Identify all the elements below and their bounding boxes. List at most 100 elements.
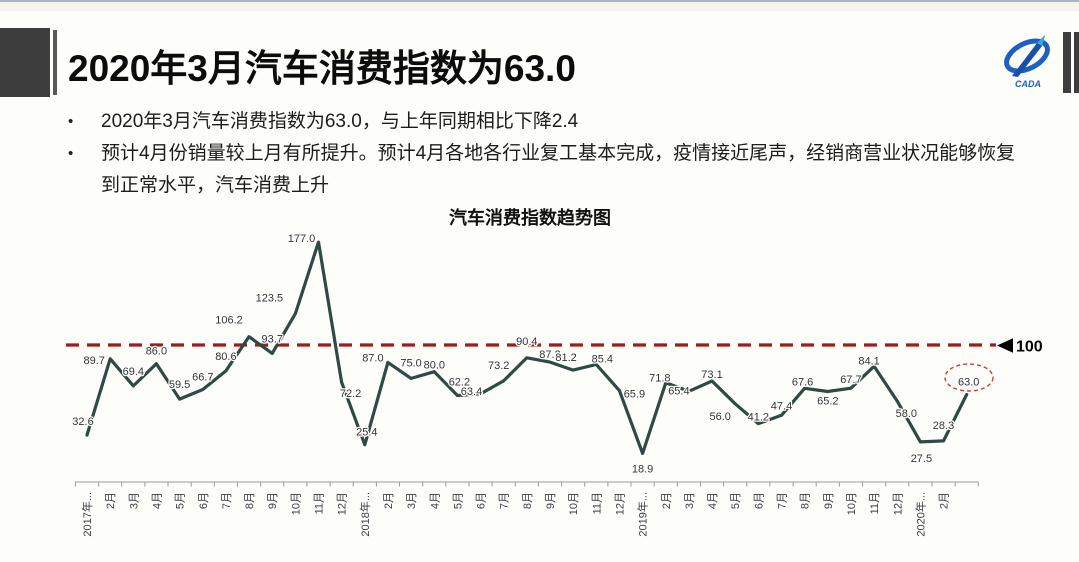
x-axis-label: 8月 <box>522 492 534 509</box>
x-axis-label: 12月 <box>614 492 626 515</box>
x-axis-label: 2018年... <box>358 492 372 537</box>
data-label: 25.4 <box>356 427 377 439</box>
x-axis-label: 3月 <box>406 492 418 509</box>
x-axis-label: 11月 <box>591 492 603 514</box>
top-band <box>0 2 1079 11</box>
data-label: 87.0 <box>362 352 383 364</box>
data-label: 47.4 <box>771 400 792 412</box>
x-axis-label: 4月 <box>151 492 163 509</box>
x-axis-label: 7月 <box>221 492 233 509</box>
bullet-text: 2020年3月汽车消费指数为63.0，与上年同期相比下降2.4 <box>101 111 579 132</box>
reference-arrow-icon <box>997 338 1013 353</box>
page-title: 2020年3月汽车消费指数为63.0 <box>68 48 576 89</box>
x-axis-label: 2017年... <box>80 492 94 537</box>
bullet-item: • 2020年3月汽车消费指数为63.0，与上年同期相比下降2.4 <box>68 106 1023 138</box>
data-label: 71.8 <box>649 373 670 385</box>
cada-logo: CADA <box>1004 35 1050 89</box>
data-label: 93.7 <box>261 333 282 345</box>
x-axis-labels: 2017年... 2月 3月 4月 5月 6月 7月 8月 9月 10月 11月 12月 2018年..… <box>80 492 951 537</box>
x-axis-label: 2月 <box>939 492 951 509</box>
data-label: 106.2 <box>215 315 243 327</box>
x-axis-label: 4月 <box>429 492 441 509</box>
data-label: 89.7 <box>83 355 104 367</box>
data-label: 63.0 <box>958 377 979 389</box>
x-axis-label: 7月 <box>777 492 789 509</box>
logo-ellipse-icon <box>1004 38 1050 74</box>
data-label: 32.6 <box>72 416 93 428</box>
data-label: 80.0 <box>424 360 445 372</box>
summary-bullets: • 2020年3月汽车消费指数为63.0，与上年同期相比下降2.4 • 预计4月… <box>68 106 1023 202</box>
data-labels: 32.6 89.7 69.486.0 59.566.780.6 106.2 93.7 123… <box>71 232 981 477</box>
x-axis-label: 10月 <box>568 492 580 515</box>
data-label: 58.0 <box>896 408 917 420</box>
data-label: 56.0 <box>709 411 730 423</box>
logo-pen-tip-icon <box>1037 35 1045 46</box>
x-axis-label: 9月 <box>823 492 835 509</box>
data-label: 84.1 <box>858 355 879 367</box>
header-right-bar-1 <box>1063 32 1071 93</box>
data-label: 41.2 <box>748 412 769 424</box>
x-axis-label: 5月 <box>175 492 187 509</box>
chart-title: 汽车消费指数趋势图 <box>449 208 611 228</box>
x-axis-label: 10月 <box>846 492 858 515</box>
top-border-line <box>0 0 1079 2</box>
x-axis-label: 6月 <box>753 492 765 509</box>
data-label: 87.2 <box>539 349 560 361</box>
data-label: 69.4 <box>123 366 144 378</box>
x-axis-label: 9月 <box>267 492 279 509</box>
x-axis-label: 6月 <box>198 492 210 509</box>
x-axis-ticks <box>74 482 979 487</box>
x-axis-label: 2月 <box>105 492 117 509</box>
x-axis-label: 12月 <box>892 492 904 515</box>
logo-text: CADA <box>1015 79 1041 89</box>
x-axis-label: 2月 <box>383 492 395 509</box>
data-label: 81.2 <box>555 352 576 364</box>
x-axis-label: 9月 <box>545 492 557 509</box>
x-axis-label: 2月 <box>661 492 673 509</box>
data-label: 73.1 <box>701 369 722 381</box>
x-axis-label: 3月 <box>684 492 696 509</box>
data-label: 65.2 <box>817 396 838 408</box>
bullet-text: 预计4月份销量较上月有所提升。预计4月各地各行业复工基本完成，疫情接近尾声，经销… <box>101 143 1016 196</box>
reference-line-label: 100 <box>1016 339 1043 356</box>
data-label: 86.0 <box>146 346 167 358</box>
x-axis-label: 11月 <box>869 492 881 514</box>
bullet-item: • 预计4月份销量较上月有所提升。预计4月各地各行业复工基本完成，疫情接近尾声，… <box>68 138 1023 202</box>
x-axis-label: 8月 <box>800 492 812 509</box>
data-label: 65.4 <box>668 385 689 397</box>
data-label: 28.3 <box>933 420 954 432</box>
bullet-dot-icon: • <box>68 113 74 130</box>
header-accent-square <box>0 28 50 97</box>
header-accent-bar <box>53 30 57 95</box>
data-label: 73.2 <box>488 360 509 372</box>
header-right-bar-2 <box>1074 32 1079 93</box>
data-label: 72.2 <box>340 388 361 400</box>
x-axis-label: 2019年... <box>636 492 650 537</box>
x-axis-label: 2020年... <box>913 492 927 537</box>
logo-pen-icon <box>1012 35 1045 77</box>
data-label: 177.0 <box>288 233 316 245</box>
data-label: 75.0 <box>400 357 421 369</box>
x-axis-label: 5月 <box>452 492 464 509</box>
bullet-dot-icon: • <box>68 145 74 162</box>
x-axis-label: 12月 <box>337 492 349 515</box>
data-label: 80.6 <box>215 351 236 363</box>
data-label: 123.5 <box>256 293 284 305</box>
data-label: 18.9 <box>632 463 653 475</box>
x-axis-label: 6月 <box>476 492 488 509</box>
x-axis-label: 10月 <box>290 492 302 515</box>
data-label: 65.9 <box>624 389 645 401</box>
data-label: 62.2 <box>449 377 470 389</box>
x-axis-label: 7月 <box>499 492 511 509</box>
x-axis-label: 8月 <box>244 492 256 509</box>
data-label: 67.7 <box>840 374 861 386</box>
x-axis-label: 11月 <box>314 492 326 514</box>
data-label: 66.7 <box>192 372 213 384</box>
data-label: 63.4 <box>461 386 482 398</box>
data-label: 85.4 <box>592 354 613 366</box>
x-axis-label: 3月 <box>128 492 140 509</box>
x-axis-label: 5月 <box>730 492 742 509</box>
highlight-ellipse <box>944 363 994 392</box>
data-label: 27.5 <box>911 453 932 465</box>
